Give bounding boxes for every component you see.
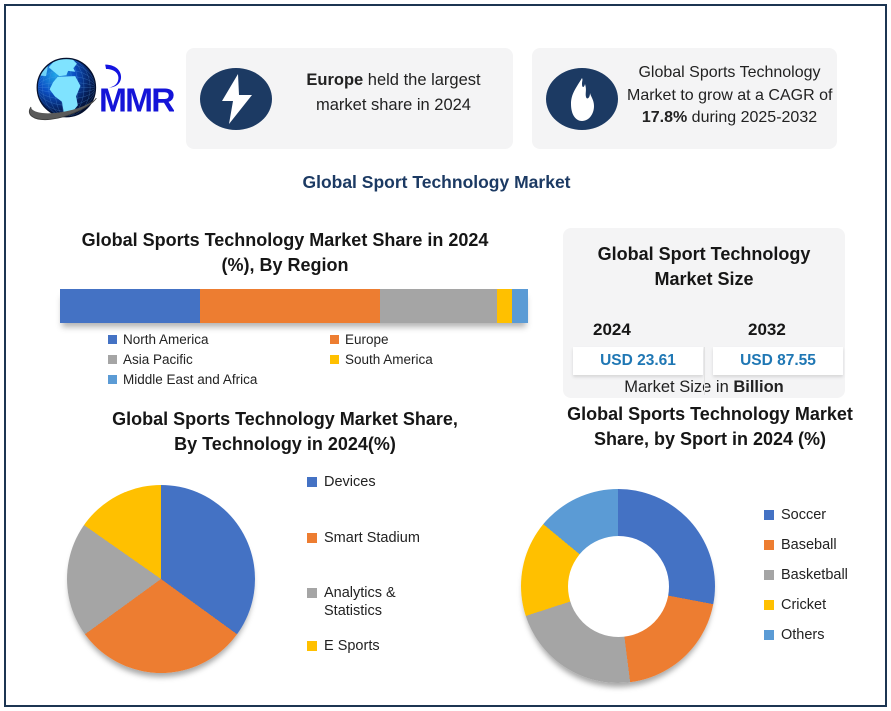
svg-text:MMR: MMR xyxy=(99,82,174,119)
